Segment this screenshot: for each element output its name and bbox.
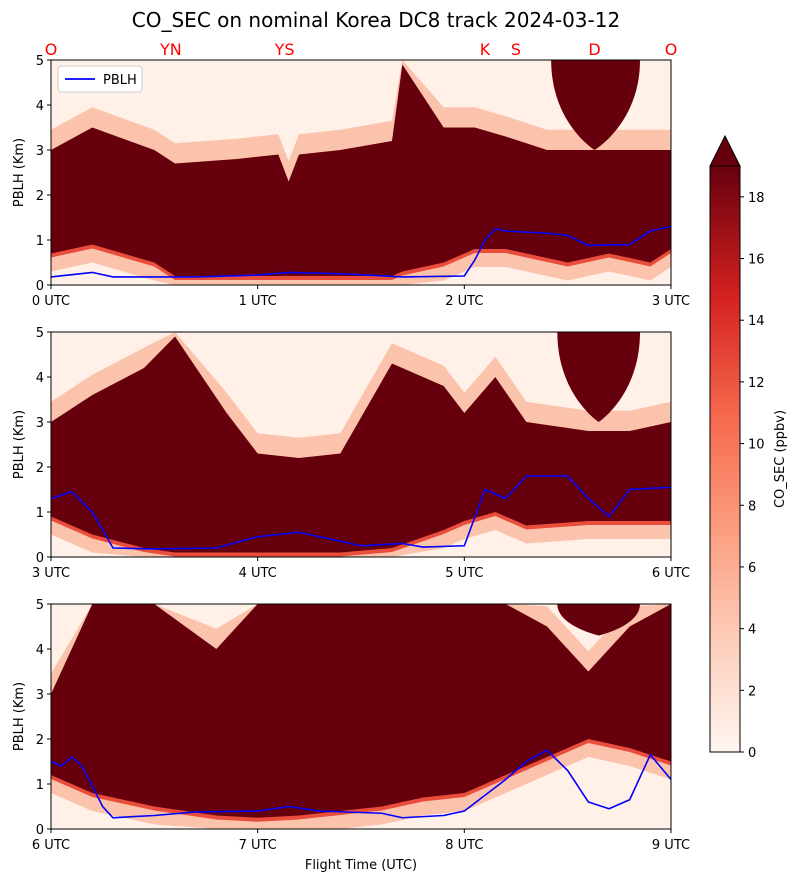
colorbar-tick-label: 6 bbox=[748, 561, 756, 576]
colorbar-frame bbox=[709, 165, 741, 753]
co-upper-plume bbox=[557, 332, 640, 422]
pblh-line bbox=[50, 475, 672, 550]
y-tick-label: 5 bbox=[36, 326, 44, 341]
x-tick-label: 7 UTC bbox=[239, 838, 277, 853]
y-tick-label: 5 bbox=[36, 598, 44, 613]
y-tick-label: 1 bbox=[36, 778, 44, 793]
x-tick-label: 5 UTC bbox=[445, 566, 483, 581]
x-tick-label: 8 UTC bbox=[445, 838, 483, 853]
site-label: D bbox=[588, 40, 600, 59]
colorbar-gradient bbox=[710, 166, 740, 752]
colorbar-tick-label: 8 bbox=[748, 499, 756, 514]
site-label: YN bbox=[159, 40, 182, 59]
colorbar-tick-label: 16 bbox=[748, 253, 765, 268]
co-polluted-layer bbox=[51, 604, 671, 818]
x-tick-label: 6 UTC bbox=[652, 566, 690, 581]
x-tick-label: 1 UTC bbox=[239, 294, 277, 309]
y-tick-label: 0 bbox=[36, 551, 44, 566]
site-label: S bbox=[511, 40, 521, 59]
site-label: O bbox=[665, 40, 678, 59]
x-tick-label: 2 UTC bbox=[445, 294, 483, 309]
plot-frame bbox=[50, 603, 672, 830]
colorbar-label: CO_SEC (ppbv) bbox=[773, 410, 788, 508]
y-tick-label: 4 bbox=[36, 643, 44, 658]
y-axis-label: PBLH (Km) bbox=[12, 410, 27, 479]
colorbar-tick-label: 14 bbox=[748, 314, 765, 329]
chart-title: CO_SEC on nominal Korea DC8 track 2024-0… bbox=[132, 8, 620, 32]
y-tick-label: 0 bbox=[36, 279, 44, 294]
y-tick-label: 4 bbox=[36, 371, 44, 386]
panel-2: 0 1 2 3 4 5 3 UTC 4 UTC 5 UTC 6 UTC PBLH (Km) bbox=[12, 326, 690, 581]
colorbar-tick-label: 12 bbox=[748, 376, 765, 391]
y-axis-label: PBLH (Km) bbox=[12, 138, 27, 207]
x-tick-label: 3 UTC bbox=[32, 566, 70, 581]
colorbar-tick-label: 10 bbox=[748, 438, 765, 453]
co-polluted-layer bbox=[51, 336, 671, 553]
colorbar-extend-arrow bbox=[709, 134, 741, 167]
x-tick-label: 3 UTC bbox=[652, 294, 690, 309]
colorbar-tick-label: 0 bbox=[748, 746, 756, 761]
y-tick-label: 2 bbox=[36, 461, 44, 476]
panel-1: 0 1 2 3 4 5 0 UTC 1 UTC 2 UTC 3 UTC PBLH (Km) PBLH bbox=[12, 54, 690, 309]
pblh-line bbox=[50, 225, 672, 278]
colorbar-tick-label: 4 bbox=[748, 623, 756, 638]
y-axis-label: PBLH (Km) bbox=[12, 682, 27, 751]
pblh-line bbox=[50, 749, 672, 819]
co-polluted-layer bbox=[51, 64, 671, 276]
x-tick-label: 0 UTC bbox=[32, 294, 70, 309]
y-tick-label: 1 bbox=[36, 506, 44, 521]
y-tick-label: 3 bbox=[36, 144, 44, 159]
plot-frame bbox=[50, 59, 672, 286]
x-tick-label: 6 UTC bbox=[32, 838, 70, 853]
y-tick-label: 3 bbox=[36, 416, 44, 431]
plot-frame bbox=[50, 331, 672, 558]
site-label: YS bbox=[274, 40, 295, 59]
co-upper-plume bbox=[551, 60, 640, 150]
legend-box bbox=[57, 65, 143, 93]
y-tick-label: 4 bbox=[36, 99, 44, 114]
y-tick-label: 1 bbox=[36, 234, 44, 249]
site-label-row: O YN YS K S D O bbox=[45, 40, 678, 59]
site-label: K bbox=[480, 40, 491, 59]
y-tick-label: 3 bbox=[36, 688, 44, 703]
site-label: O bbox=[45, 40, 58, 59]
y-tick-label: 5 bbox=[36, 54, 44, 69]
legend-label: PBLH bbox=[103, 73, 137, 88]
colorbar-tick-label: 18 bbox=[748, 191, 765, 206]
y-tick-label: 0 bbox=[36, 823, 44, 838]
x-tick-label: 4 UTC bbox=[239, 566, 277, 581]
x-axis-label: Flight Time (UTC) bbox=[305, 858, 417, 873]
colorbar-tick-label: 2 bbox=[748, 684, 756, 699]
panel-3: 0 1 2 3 4 5 6 UTC 7 UTC 8 UTC 9 UTC PBLH (Km) bbox=[12, 598, 690, 853]
y-tick-label: 2 bbox=[36, 733, 44, 748]
y-tick-label: 2 bbox=[36, 189, 44, 204]
colorbar: 0 2 4 6 8 10 12 14 16 18 bbox=[709, 134, 765, 761]
co-upper-plume bbox=[557, 604, 640, 636]
x-tick-label: 9 UTC bbox=[652, 838, 690, 853]
